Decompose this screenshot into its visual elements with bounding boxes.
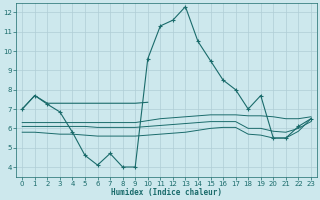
X-axis label: Humidex (Indice chaleur): Humidex (Indice chaleur)	[111, 188, 222, 197]
